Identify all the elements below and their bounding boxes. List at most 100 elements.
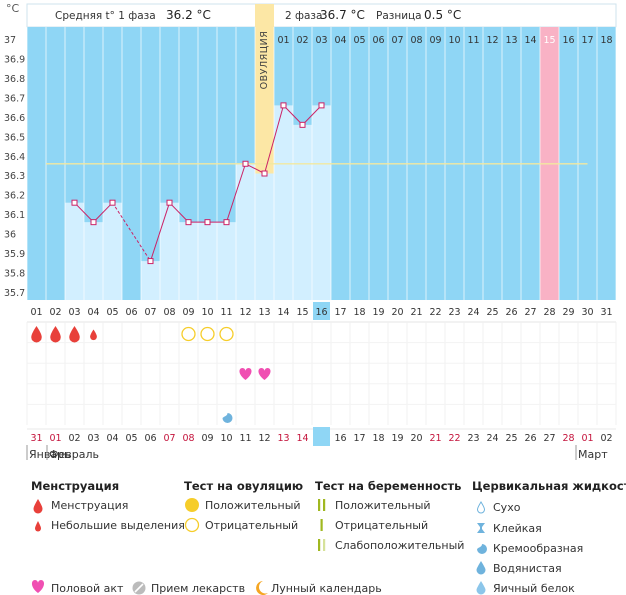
legend-intercourse: Половой акт (51, 582, 124, 595)
cycle-day-label: 06 (125, 307, 137, 318)
legend-cervical-creamy: Кремообразная (493, 542, 583, 555)
cycle-day-label: 01 (30, 307, 42, 318)
date-label: 02 (68, 433, 80, 444)
phase2-day-label: 11 (467, 35, 479, 46)
phase2-day-label: 10 (448, 35, 460, 46)
legend-pregnancy-positive: Положительный (335, 499, 431, 512)
date-label: 11 (239, 433, 251, 444)
cycle-day-label: 16 (315, 307, 327, 318)
cycle-day-label: 23 (448, 307, 460, 318)
phase2-day-label: 12 (486, 35, 498, 46)
y-tick-label: 36.3 (4, 171, 25, 182)
cycle-day-label: 31 (600, 307, 612, 318)
small-drop-icon (35, 521, 41, 532)
date-label: 02 (600, 433, 612, 444)
pill-icon-line (134, 583, 144, 593)
y-tick-label: 36 (4, 230, 16, 241)
phase2-day-label: 04 (334, 35, 346, 46)
date-label: 20 (410, 433, 422, 444)
legend-pregnancy-weak: Слабоположительный (335, 539, 464, 552)
phase2-day-label: 17 (581, 35, 593, 46)
phase2-day-label: 06 (372, 35, 384, 46)
y-tick-label: 36.1 (4, 210, 25, 221)
temperature-point (147, 258, 154, 265)
date-label: 14 (296, 433, 308, 444)
y-tick-label: 37 (4, 35, 16, 46)
cycle-day-label: 14 (277, 307, 289, 318)
phase2-day-label: 13 (505, 35, 517, 46)
legend-lunar: Лунный календарь (271, 582, 382, 595)
legend: Менструация Менструация Небольшие выделе… (31, 479, 626, 595)
menstruation-drop-icon (69, 326, 80, 343)
date-label: 31 (30, 433, 42, 444)
date-label: 21 (429, 433, 441, 444)
phase2-day-label: 05 (353, 35, 365, 46)
phase1-value: 36.2 °C (166, 8, 211, 22)
temperature-point (299, 121, 306, 128)
date-label: 19 (391, 433, 403, 444)
legend-pregnancy-title: Тест на беременность (315, 479, 461, 493)
date-label: 09 (201, 433, 213, 444)
cycle-day-label: 24 (467, 307, 479, 318)
phase2-day-label: 16 (562, 35, 574, 46)
legend-ovulation-test: Тест на овуляцию Положительный Отрицател… (184, 479, 303, 533)
eggwhite-icon (476, 581, 486, 595)
pregnancy-negative-icon (320, 519, 323, 531)
pregnancy-positive-icon (318, 499, 321, 511)
temperature-point (204, 219, 211, 226)
legend-ovulation-positive: Положительный (205, 499, 301, 512)
phase1-label: Средняя t° 1 фаза (55, 10, 156, 22)
cycle-day-label: 27 (524, 307, 536, 318)
date-label: 10 (220, 433, 232, 444)
cycle-day-label: 09 (182, 307, 194, 318)
legend-cervical-watery: Водянистая (493, 562, 562, 575)
temperature-bar (255, 173, 274, 300)
legend-cervical-eggwhite: Яичный белок (493, 582, 575, 595)
date-label: 07 (163, 433, 175, 444)
temperature-point (109, 199, 116, 206)
temperature-point (71, 199, 78, 206)
cycle-day-label: 12 (239, 307, 251, 318)
temperature-line-segment (245, 163, 265, 174)
creamy-icon (477, 544, 487, 554)
date-label: 18 (372, 433, 384, 444)
cycle-day-label: 22 (429, 307, 441, 318)
legend-ovulation-negative: Отрицательный (205, 519, 298, 532)
date-label: 08 (182, 433, 194, 444)
temperature-point (90, 219, 97, 226)
negative-ovulation-test-icon (181, 326, 196, 342)
temperature-bar (141, 261, 160, 300)
cycle-day-label: 11 (220, 307, 232, 318)
temperature-line-segment (74, 202, 94, 223)
legend-cervical: Цервикальная жидкость Сухо Клейкая Кремо… (472, 479, 626, 595)
y-tick-label: 35.8 (4, 269, 25, 280)
date-label: 13 (277, 433, 289, 444)
ovulation-label: ОВУЛЯЦИЯ (259, 31, 270, 90)
temperature-line-segment (302, 105, 322, 126)
menstruation-drop-icon (31, 326, 42, 343)
cycle-day-label: 05 (106, 307, 118, 318)
temperature-bar (179, 222, 198, 300)
temperature-point (166, 199, 173, 206)
temperature-bar (103, 202, 122, 300)
negative-test-icon (184, 517, 200, 533)
legend-menstruation: Менструация Менструация Небольшие выделе… (31, 479, 185, 532)
intercourse-heart-icon (258, 368, 271, 380)
y-tick-label: 36.5 (4, 132, 25, 143)
cycle-day-label: 04 (87, 307, 99, 318)
phase2-day-label: 01 (277, 35, 289, 46)
month-label: Март (578, 448, 608, 461)
temperature-line-segment (169, 202, 189, 223)
phase2-label: 2 фаза (285, 10, 322, 22)
legend-ovulation-title: Тест на овуляцию (184, 479, 303, 493)
cycle-day-label: 15 (296, 307, 308, 318)
date-label: 27 (543, 433, 555, 444)
temperature-line-segment (283, 105, 303, 126)
temperature-bar (198, 222, 217, 300)
date-label: 01 (49, 433, 61, 444)
y-tick-label: 36.8 (4, 74, 25, 85)
cycle-day-label: 13 (258, 307, 270, 318)
negative-ovulation-test-icon (219, 326, 234, 342)
phase2-value: 36.7 °C (320, 8, 365, 22)
